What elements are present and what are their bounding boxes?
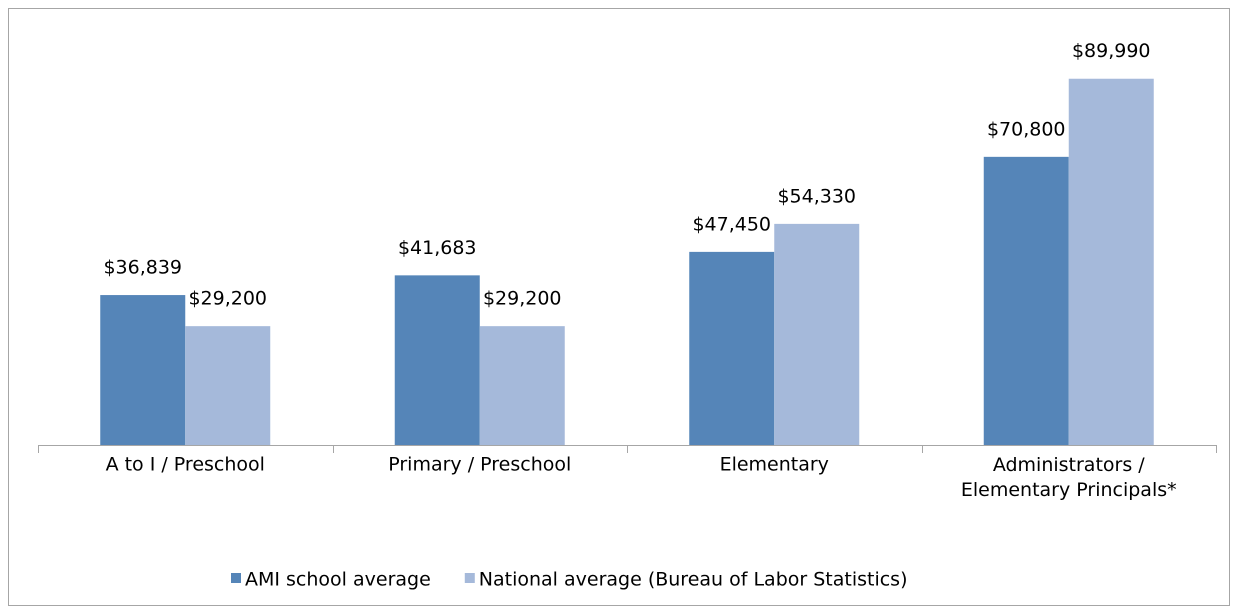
legend-label: National average (Bureau of Labor Statis… (479, 569, 908, 591)
data-label: $29,200 (188, 288, 267, 310)
bar (394, 275, 480, 445)
legend-label: AMI school average (245, 569, 431, 591)
data-label: $89,990 (1072, 40, 1151, 62)
bar (983, 156, 1069, 445)
data-label: $36,839 (103, 257, 182, 279)
data-label: $41,683 (398, 237, 477, 259)
bar (100, 295, 186, 445)
bar (1068, 78, 1154, 446)
data-label: $54,330 (777, 185, 856, 207)
legend-swatch (464, 573, 475, 583)
bar (185, 326, 271, 445)
x-tick-label: Administrators / Elementary Principals* (961, 454, 1177, 501)
bar (689, 251, 775, 445)
x-tick-label: Elementary (720, 454, 829, 476)
legend-swatch (231, 573, 241, 583)
data-label: $47,450 (692, 213, 771, 235)
bar (774, 223, 860, 445)
data-label: $29,200 (483, 288, 562, 310)
x-tick-label: A to I / Preschool (106, 454, 265, 476)
data-label: $70,800 (987, 118, 1066, 140)
bar (479, 326, 565, 445)
x-tick-label: Primary / Preschool (388, 454, 571, 476)
